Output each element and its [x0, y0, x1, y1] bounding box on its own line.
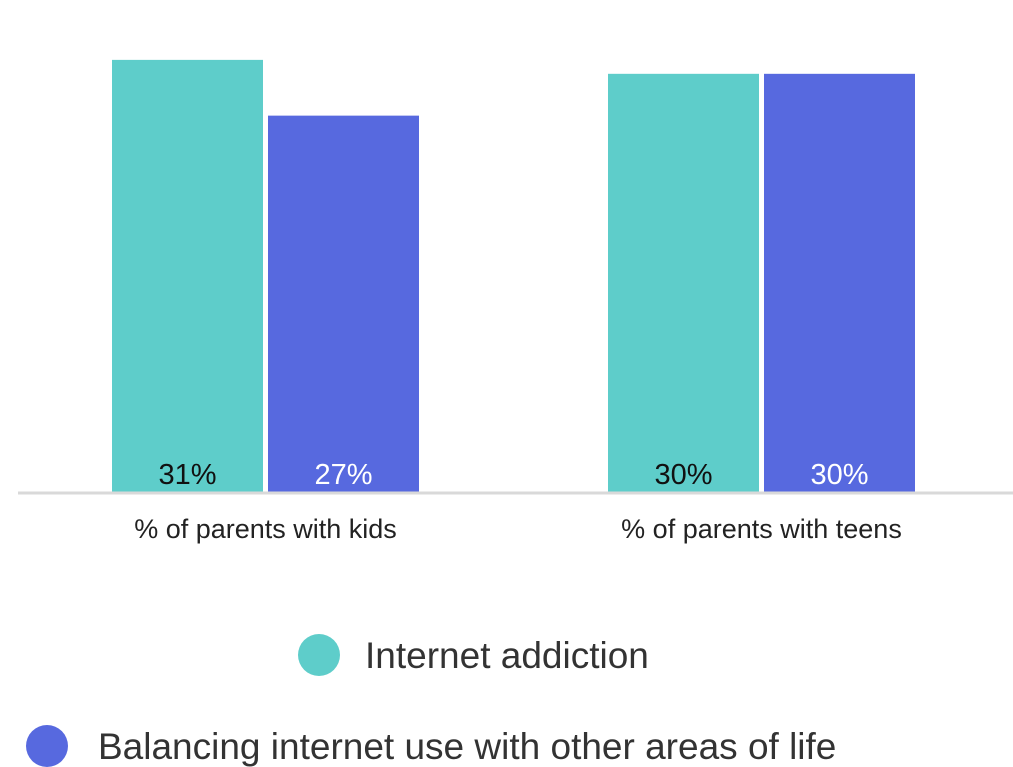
bar-value-label: 31% [158, 459, 216, 491]
category-label: % of parents with kids [134, 514, 397, 544]
bar-balancing-1 [764, 73, 915, 493]
bars-group [112, 59, 915, 493]
category-labels-group: % of parents with kids % of parents with … [134, 514, 902, 544]
bar-internet-addiction-1 [608, 73, 759, 493]
bar-value-label: 27% [314, 459, 372, 491]
bar-labels-group: 31% 27% 30% 30% [158, 459, 868, 491]
bar-value-label: 30% [810, 459, 868, 491]
legend-label-internet-addiction: Internet addiction [365, 635, 649, 676]
bar-internet-addiction-0 [112, 59, 263, 493]
legend-marker-internet-addiction [298, 634, 340, 676]
bar-value-label: 30% [654, 459, 712, 491]
legend-marker-balancing [26, 725, 68, 767]
legend: Internet addiction Balancing internet use… [26, 634, 836, 767]
category-label: % of parents with teens [621, 514, 902, 544]
bar-balancing-0 [268, 115, 419, 493]
legend-label-balancing: Balancing internet use with other areas … [98, 726, 836, 767]
